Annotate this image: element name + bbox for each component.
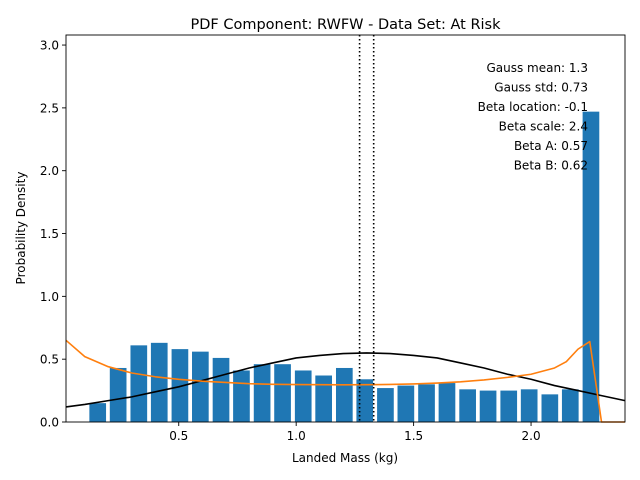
histogram-bar: [89, 403, 107, 422]
x-tick-label: 1.5: [404, 429, 423, 443]
y-tick-label: 1.5: [40, 227, 59, 241]
fit-parameter-text: Beta scale: 2.4: [499, 120, 588, 134]
y-tick-label: 2.5: [40, 101, 59, 115]
histogram-bar: [377, 388, 394, 422]
histogram-bar: [335, 367, 353, 422]
histogram-bar: [212, 357, 230, 422]
fit-parameter-text: Gauss mean: 1.3: [486, 61, 588, 75]
x-tick-label: 0.5: [169, 429, 188, 443]
histogram-bar: [561, 389, 579, 422]
x-tick-label: 2.0: [522, 429, 541, 443]
histogram-bar: [192, 351, 209, 422]
x-tick-label: 1.0: [287, 429, 306, 443]
histogram-bar: [294, 370, 312, 422]
gauss-curve-line: [65, 352, 626, 408]
histogram-bar: [253, 364, 271, 422]
fit-parameter-text: Gauss std: 0.73: [494, 81, 588, 95]
histogram-bar: [438, 383, 456, 422]
reference-lines: [358, 35, 375, 422]
y-tick-label: 1.0: [40, 290, 59, 304]
fit-parameter-text: Beta A: 0.57: [514, 139, 588, 153]
x-axis-title: Landed Mass (kg): [292, 451, 398, 465]
histogram-bar: [397, 385, 415, 422]
histogram-bar: [541, 394, 559, 422]
histogram-bar: [233, 370, 250, 422]
y-tick-label: 2.0: [40, 164, 59, 178]
y-tick-label: 0.5: [40, 353, 59, 367]
fit-parameter-text: Beta location: -0.1: [478, 100, 588, 114]
y-axis-title: Probability Density: [14, 172, 28, 285]
histogram-bar: [418, 384, 435, 422]
fit-parameter-text: Beta B: 0.62: [514, 159, 588, 173]
histogram-bar: [520, 389, 538, 422]
beta-curve-line: [65, 339, 625, 423]
histogram-bar: [459, 389, 476, 422]
histogram-bar: [109, 367, 127, 422]
histogram-bar: [171, 349, 189, 422]
histogram-bar: [356, 379, 374, 422]
histogram-bar: [315, 375, 332, 422]
y-tick-label: 0.0: [40, 416, 59, 430]
plot-frame: [65, 34, 626, 423]
histogram-bar: [500, 390, 518, 422]
fit-parameters: Gauss mean: 1.3 Gauss std: 0.73 Beta locat…: [478, 61, 588, 173]
histogram-bar: [479, 390, 497, 422]
histogram-bar: [150, 342, 168, 422]
y-tick-label: 3.0: [40, 39, 59, 53]
chart-title: PDF Component: RWFW - Data Set: At Risk: [190, 17, 501, 33]
axes: 0.5 1.0 1.5 2.0 0.0 0.5 1.0 1.5 2.0 2.5 3.0: [40, 34, 626, 443]
histogram-bar: [274, 364, 291, 422]
histogram-bar: [130, 345, 148, 422]
fit-curves: [65, 339, 626, 423]
